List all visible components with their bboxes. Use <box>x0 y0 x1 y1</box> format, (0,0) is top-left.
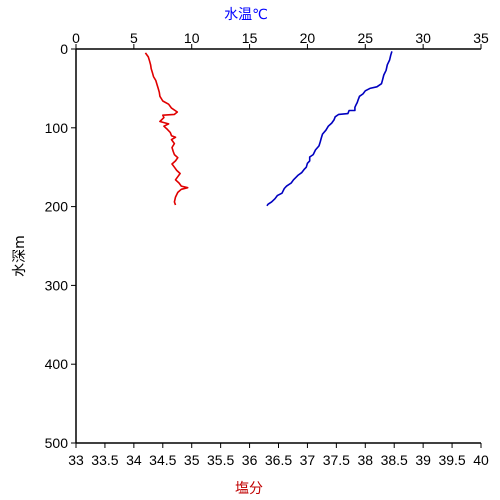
top-tick-label: 20 <box>300 30 316 46</box>
temperature-profile-line <box>266 51 393 207</box>
left-axis-title: 水深m <box>12 235 28 277</box>
top-tick-label: 5 <box>130 30 138 46</box>
bottom-tick-label: 33 <box>68 452 84 468</box>
bottom-tick-label: 35.5 <box>207 452 234 468</box>
top-tick-label: 25 <box>357 30 373 46</box>
top-axis-title: 水温℃ <box>224 7 268 23</box>
bottom-tick-label: 36.5 <box>265 452 292 468</box>
bottom-tick-label: 39.5 <box>438 452 465 468</box>
bottom-tick-label: 38.5 <box>381 452 408 468</box>
bottom-axis-title: 塩分 <box>235 481 263 497</box>
bottom-tick-label: 34 <box>126 452 142 468</box>
bottom-tick-label: 39 <box>415 452 431 468</box>
bottom-tick-label: 37 <box>300 452 316 468</box>
left-tick-label: 300 <box>45 277 69 293</box>
top-tick-label: 10 <box>184 30 200 46</box>
top-tick-label: 0 <box>72 30 80 46</box>
left-tick-label: 0 <box>60 41 68 57</box>
left-tick-label: 400 <box>45 356 69 372</box>
salinity-profile-line <box>144 52 189 206</box>
bottom-tick-label: 36 <box>242 452 258 468</box>
left-tick-label: 200 <box>45 199 69 215</box>
bottom-tick-label: 34.5 <box>149 452 176 468</box>
left-tick-label: 100 <box>45 120 69 136</box>
bottom-tick-label: 35 <box>184 452 200 468</box>
bottom-tick-label: 40 <box>473 452 489 468</box>
bottom-tick-label: 33.5 <box>91 452 118 468</box>
bottom-tick-label: 37.5 <box>323 452 350 468</box>
top-tick-label: 30 <box>415 30 431 46</box>
bottom-tick-label: 38 <box>357 452 373 468</box>
top-tick-label: 15 <box>242 30 258 46</box>
top-tick-label: 35 <box>473 30 489 46</box>
series-layer <box>144 51 393 207</box>
left-tick-label: 500 <box>45 435 69 451</box>
axes: 0 5 10 15 20 25 30 35 33 33.5 34 34.5 35 35.5 36 36.5 37… <box>45 30 489 468</box>
